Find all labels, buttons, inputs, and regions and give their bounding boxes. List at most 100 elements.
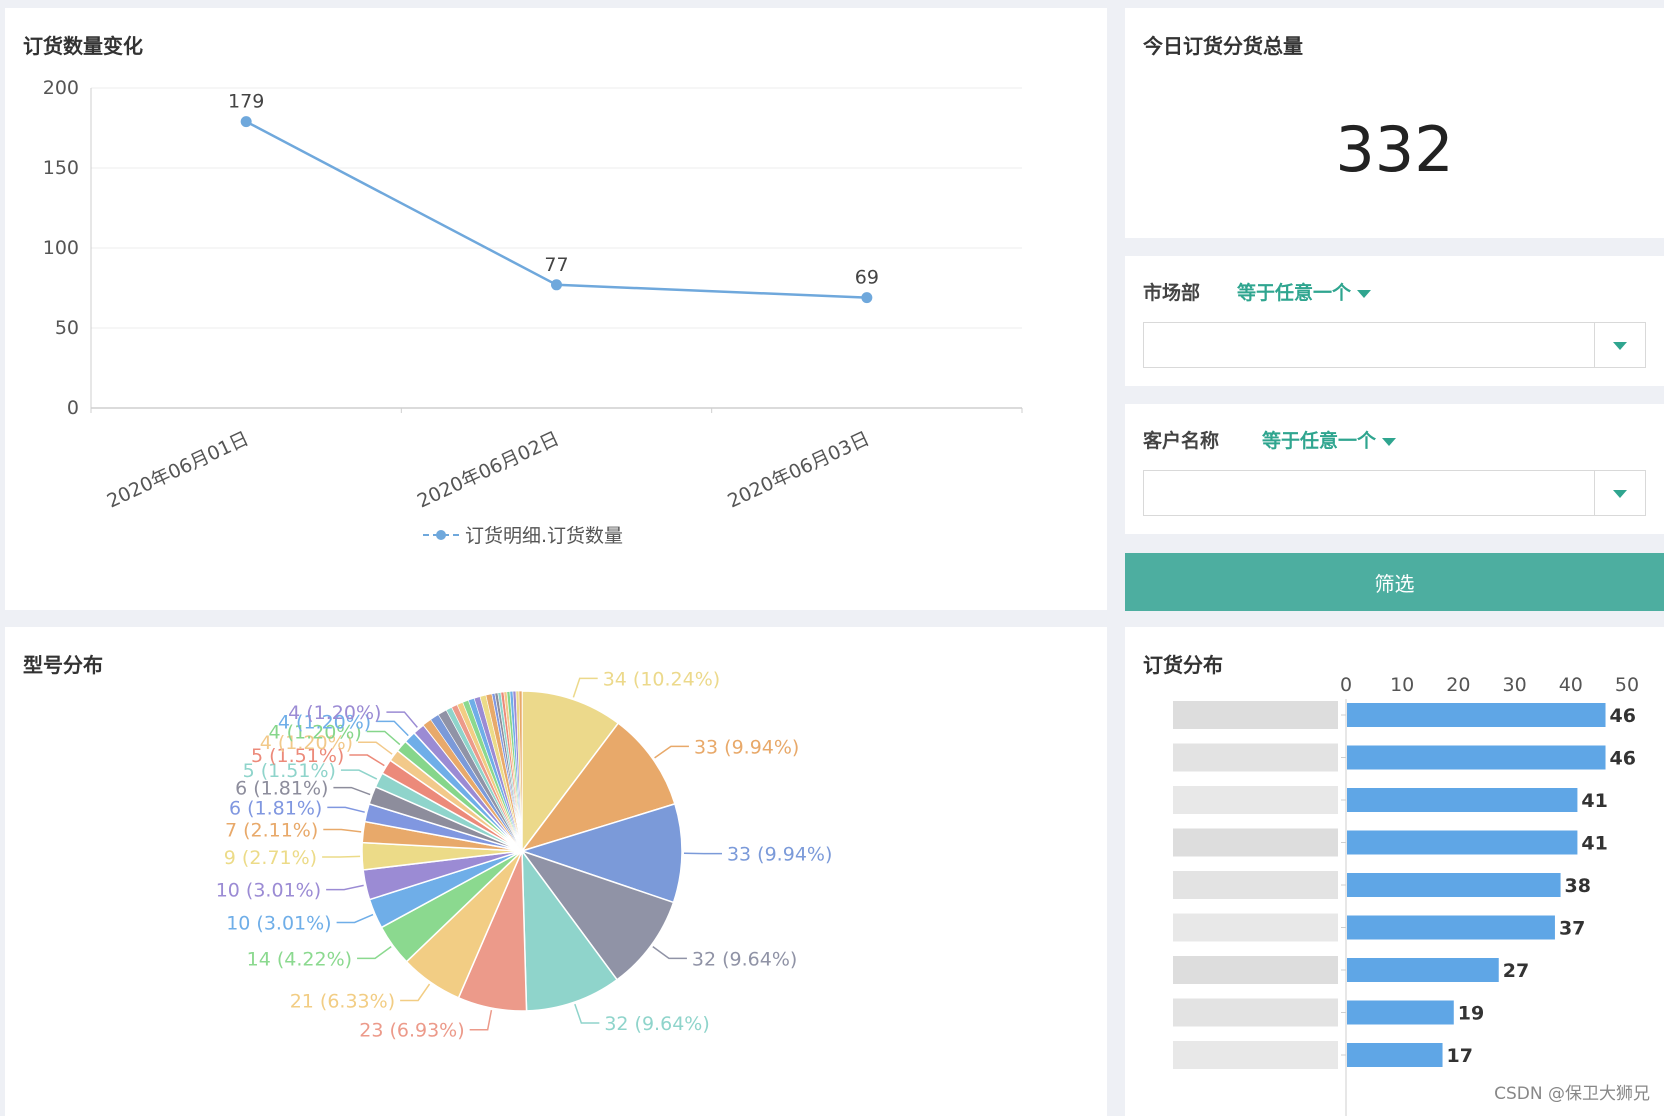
- legend-label: 订货明细.订货数量: [465, 525, 623, 547]
- x-tick-label: 40: [1559, 674, 1583, 696]
- bar: [1347, 703, 1606, 727]
- filter-button[interactable]: 筛选: [1125, 553, 1664, 611]
- pie-label-line: [323, 828, 362, 833]
- pie-label: 23 (6.93%): [359, 1020, 464, 1042]
- pie-label: 4 (1.20%): [278, 711, 371, 733]
- bar-panel-title: 订货分布: [1143, 653, 1223, 677]
- pie-label-line: [340, 769, 378, 780]
- y-tick-label: 50: [55, 317, 79, 339]
- y-tick-label: 200: [43, 77, 79, 99]
- pie-label: 5 (1.51%): [251, 745, 344, 767]
- bar: [1347, 958, 1499, 982]
- chevron-down-icon[interactable]: [1594, 323, 1645, 367]
- pie-slice: [521, 848, 619, 1012]
- bar-value-label: 46: [1610, 705, 1636, 727]
- customer-filter-mode-dropdown[interactable]: 等于任意一个: [1262, 426, 1397, 453]
- pie-label: 34 (10.24%): [603, 668, 721, 690]
- blurred-category-label: [1173, 998, 1338, 1027]
- blurred-category-label: [1173, 1041, 1338, 1069]
- bar: [1347, 873, 1561, 897]
- bar-value-label: 46: [1610, 748, 1636, 770]
- customer-filter-panel: 客户名称 等于任意一个: [1125, 404, 1664, 534]
- blurred-category-label: [1173, 828, 1338, 857]
- blurred-category-label: [1173, 913, 1338, 942]
- customer-select[interactable]: [1143, 470, 1646, 516]
- bar: [1347, 1000, 1454, 1025]
- bar: [1347, 1043, 1443, 1067]
- watermark: CSDN @保卫大狮兄: [1494, 1084, 1650, 1104]
- pie-label: 33 (9.94%): [694, 736, 799, 758]
- pie-slice: [519, 802, 683, 904]
- model-distribution-panel: 型号分布 34 (10.24%) 33 (9.94%) 33 (9.94%) 32 (…: [5, 627, 1107, 1116]
- pie-label-line: [654, 745, 689, 759]
- order-quantity-line-chart: 0 50 100 150 200 2020年06月01日 2020年06月02日 2020年0…: [43, 77, 1023, 547]
- y-tick-label: 100: [43, 237, 79, 259]
- pie-label: 5 (1.51%): [243, 760, 336, 782]
- blurred-category-label: [1173, 701, 1338, 729]
- caret-down-icon: [1382, 437, 1397, 446]
- today-total-value: 332: [1335, 113, 1454, 186]
- bar: [1347, 915, 1555, 940]
- pie-label: 6 (1.81%): [235, 778, 328, 800]
- pie-label: 14 (4.22%): [247, 948, 352, 970]
- line-panel-title: 订货数量变化: [23, 34, 143, 58]
- bar-value-label: 37: [1559, 918, 1585, 940]
- bar-value-label: 38: [1565, 875, 1591, 897]
- blurred-category-label: [1173, 743, 1338, 772]
- x-tick-label: 2020年06月02日: [414, 428, 563, 513]
- pie-slice: [519, 849, 675, 981]
- pie-label-line: [333, 786, 371, 796]
- x-tick-label: 20: [1446, 674, 1470, 696]
- pie-label-line: [322, 855, 361, 858]
- pie-label: 32 (9.64%): [604, 1013, 709, 1035]
- bar: [1347, 830, 1578, 855]
- blurred-category-label: [1173, 871, 1338, 899]
- y-tick-label: 150: [43, 157, 79, 179]
- pie-label-line: [400, 983, 431, 1002]
- pie-label-line: [366, 730, 401, 746]
- pie-slice: [518, 690, 523, 852]
- market-select[interactable]: [1143, 322, 1646, 368]
- chevron-down-icon[interactable]: [1594, 471, 1645, 515]
- bar: [1347, 745, 1606, 770]
- x-tick-label: 0: [1340, 674, 1352, 696]
- data-label: 77: [544, 254, 568, 276]
- model-distribution-pie-chart: 34 (10.24%) 33 (9.94%) 33 (9.94%) 32 (9.64%…: [216, 668, 833, 1042]
- blurred-category-label: [1173, 956, 1338, 984]
- caret-down-icon: [1357, 289, 1372, 298]
- pie-label: 33 (9.94%): [727, 844, 832, 866]
- x-tick-label: 30: [1503, 674, 1527, 696]
- market-filter-mode-dropdown[interactable]: 等于任意一个: [1237, 278, 1372, 305]
- data-label: 69: [855, 267, 879, 289]
- pie-label: 32 (9.64%): [692, 948, 797, 970]
- pie-label-line: [574, 1003, 600, 1024]
- pie-label: 4 (1.20%): [268, 721, 361, 743]
- market-filter-label: 市场部: [1143, 282, 1201, 304]
- pie-panel-title: 型号分布: [23, 653, 103, 677]
- pie-label-line: [326, 884, 364, 891]
- customer-filter-label: 客户名称: [1143, 430, 1220, 452]
- bar-value-label: 41: [1581, 790, 1607, 812]
- x-tick-label: 2020年06月03日: [724, 428, 873, 513]
- data-point: [240, 116, 252, 128]
- data-label: 179: [228, 91, 264, 113]
- customer-filter-mode-label: 等于任意一个: [1262, 430, 1377, 452]
- bar-value-label: 19: [1458, 1003, 1484, 1025]
- pie-slice: [521, 690, 620, 854]
- pie-label-line: [358, 741, 393, 755]
- order-distribution-panel: 订货分布 0 10 20 30 40 50 46 46 41 41 38 37 27 19 17 CSDN …: [1125, 627, 1664, 1116]
- pie-label: 10 (3.01%): [216, 880, 321, 902]
- pie-label-line: [652, 945, 687, 960]
- pie-label: 21 (6.33%): [290, 990, 395, 1012]
- pie-label-line: [336, 913, 374, 924]
- bar: [1347, 788, 1578, 812]
- blurred-category-label: [1173, 786, 1338, 814]
- pie-label: 7 (2.11%): [225, 819, 318, 841]
- market-filter-mode-label: 等于任意一个: [1237, 282, 1352, 304]
- legend-marker: [436, 530, 446, 540]
- pie-label: 6 (1.81%): [229, 797, 322, 819]
- order-quantity-trend-panel: 订货数量变化 0 50 100 150 200 2020年06月01日 2020年06月02…: [5, 8, 1107, 610]
- pie-label-line: [572, 677, 598, 698]
- pie-label-line: [357, 945, 392, 960]
